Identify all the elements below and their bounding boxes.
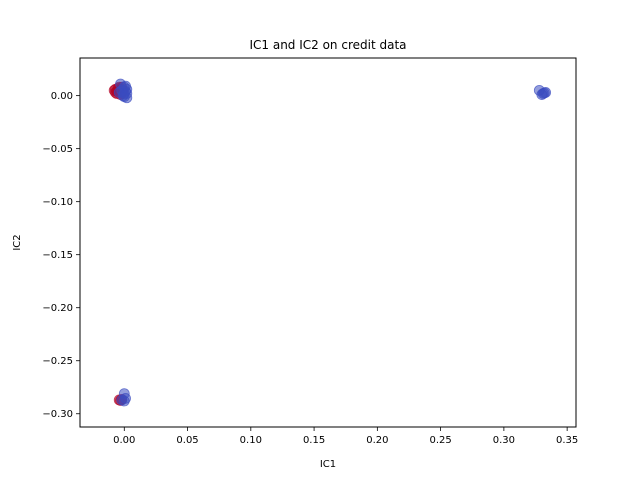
x-tick-label: 0.10 xyxy=(240,435,262,446)
y-tick-label: −0.30 xyxy=(42,409,73,420)
x-tick-label: 0.15 xyxy=(303,435,325,446)
x-axis-ticks: 0.00 0.05 0.10 0.15 0.20 0.25 0.30 0.35 xyxy=(113,427,578,446)
y-tick-label: −0.10 xyxy=(42,197,73,208)
y-tick-label: −0.20 xyxy=(42,303,73,314)
data-point xyxy=(538,87,550,99)
x-tick-label: 0.35 xyxy=(556,435,578,446)
data-point xyxy=(121,88,133,99)
data-point xyxy=(120,392,131,404)
x-tick-label: 0.05 xyxy=(176,435,198,446)
x-tick-label: 0.25 xyxy=(429,435,451,446)
y-axis-title: IC2 xyxy=(12,234,23,250)
x-tick-label: 0.30 xyxy=(493,435,515,446)
y-axis-ticks: 0.00 −0.05 −0.10 −0.15 −0.20 −0.25 −0.30 xyxy=(42,91,80,420)
y-tick-label: −0.15 xyxy=(42,250,73,261)
points-layer xyxy=(108,78,552,407)
chart-title: IC1 and IC2 on credit data xyxy=(249,38,406,52)
y-tick-label: 0.00 xyxy=(51,91,73,102)
y-tick-label: −0.05 xyxy=(42,144,73,155)
plot-frame xyxy=(79,57,577,428)
x-axis-title: IC1 xyxy=(320,459,336,470)
y-tick-label: −0.25 xyxy=(42,356,73,367)
x-tick-label: 0.00 xyxy=(113,435,135,446)
x-tick-label: 0.20 xyxy=(366,435,388,446)
